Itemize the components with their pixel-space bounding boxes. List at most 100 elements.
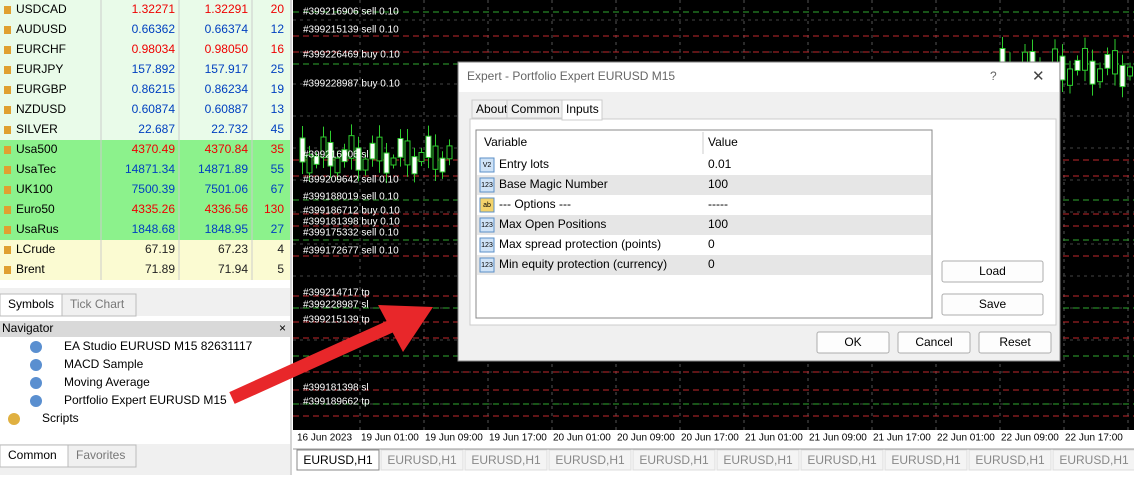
button[interactable] xyxy=(816,331,890,354)
input-row[interactable] xyxy=(477,255,931,275)
symbol[interactable]: Brent xyxy=(16,262,45,276)
chart-tab[interactable] xyxy=(380,449,464,471)
chart-tab[interactable] xyxy=(716,449,800,471)
dialog-tab[interactable] xyxy=(561,99,603,121)
time-label: 22 Jun 17:00 xyxy=(1065,433,1123,444)
dialog-tab-label[interactable]: Inputs xyxy=(566,102,599,116)
symbol[interactable]: EURCHF xyxy=(16,42,66,56)
chart-tab-label[interactable]: EURUSD,H1 xyxy=(975,453,1045,467)
candle-body xyxy=(369,142,376,160)
input-icon xyxy=(479,157,495,173)
chart-tab-label[interactable]: EURUSD,H1 xyxy=(891,453,961,467)
symbol[interactable]: LCrude xyxy=(16,242,56,256)
button-label[interactable]: Reset xyxy=(999,335,1031,349)
chart-tab[interactable] xyxy=(548,449,632,471)
chart-tab[interactable] xyxy=(632,449,716,471)
input-value[interactable]: 0 xyxy=(708,237,715,251)
nav-tab[interactable] xyxy=(67,444,137,468)
help-button[interactable]: ? xyxy=(990,69,997,83)
ask: 157.917 xyxy=(205,62,249,76)
button-label[interactable]: OK xyxy=(844,335,861,349)
input-row[interactable] xyxy=(477,235,931,255)
chart-tab-label[interactable]: EURUSD,H1 xyxy=(471,453,541,467)
symbol[interactable]: UK100 xyxy=(16,182,53,196)
candle-body xyxy=(383,152,390,174)
nav-item[interactable]: Moving Average xyxy=(64,375,150,389)
candle-body xyxy=(425,135,432,158)
chart-tab[interactable] xyxy=(296,449,380,471)
candle-body xyxy=(411,156,418,175)
input-row[interactable] xyxy=(477,155,931,175)
symbol[interactable]: EURGBP xyxy=(16,82,67,96)
nav-tab-label[interactable]: Common xyxy=(8,448,57,462)
button-label[interactable]: Save xyxy=(979,297,1007,311)
input-row[interactable] xyxy=(477,195,931,215)
input-row[interactable] xyxy=(477,175,931,195)
input-row[interactable] xyxy=(477,215,931,235)
button[interactable] xyxy=(978,331,1052,354)
nav-item[interactable]: MACD Sample xyxy=(64,357,144,371)
chart-tab[interactable] xyxy=(968,449,1052,471)
symbol[interactable]: SILVER xyxy=(16,122,58,136)
candle-body xyxy=(439,157,446,173)
close-button[interactable]: ✕ xyxy=(1032,68,1045,85)
order-label: #399214717 tp xyxy=(303,288,370,299)
button-label[interactable]: Cancel xyxy=(915,335,952,349)
mw-tab-label[interactable]: Tick Chart xyxy=(70,297,125,311)
symbol[interactable]: EURJPY xyxy=(16,62,63,76)
dialog-tab-label[interactable]: Common xyxy=(511,102,560,116)
nav-item[interactable]: EA Studio EURUSD M15 82631117 xyxy=(64,339,253,353)
dialog-tab-label[interactable]: About xyxy=(476,102,508,116)
input-value[interactable]: 100 xyxy=(708,217,728,231)
candle-body xyxy=(1059,55,1066,81)
symbol[interactable]: UsaTec xyxy=(16,162,56,176)
nav-item[interactable]: Portfolio Expert EURUSD M15 xyxy=(64,393,227,407)
mw-tab[interactable] xyxy=(61,293,137,317)
symbol[interactable]: Euro50 xyxy=(16,202,55,216)
order-label: #399215139 sell 0.10 xyxy=(303,25,399,36)
nav-item[interactable]: Scripts xyxy=(42,411,79,425)
input-value[interactable]: 0.01 xyxy=(708,157,732,171)
candle-body xyxy=(432,145,439,170)
candle-body xyxy=(390,157,397,166)
candle-body xyxy=(348,135,355,159)
navigator-close[interactable]: × xyxy=(279,321,286,335)
input-value[interactable]: 100 xyxy=(708,177,728,191)
button[interactable] xyxy=(897,331,971,354)
candle-body xyxy=(334,157,341,174)
button[interactable] xyxy=(941,293,1044,316)
symbol[interactable]: USDCAD xyxy=(16,2,67,16)
symbol[interactable]: UsaRus xyxy=(16,222,59,236)
input-variable: Base Magic Number xyxy=(499,177,608,191)
chart-tab[interactable] xyxy=(1052,449,1134,471)
row-bg xyxy=(0,0,290,20)
column-header: Variable xyxy=(484,135,527,149)
chart-tab-label[interactable]: EURUSD,H1 xyxy=(639,453,709,467)
spread: 13 xyxy=(271,102,285,116)
symbol[interactable]: Usa500 xyxy=(16,142,58,156)
mw-tab-label[interactable]: Symbols xyxy=(8,297,54,311)
chart-tab-label[interactable]: EURUSD,H1 xyxy=(723,453,793,467)
spread: 12 xyxy=(271,22,285,36)
chart-tab[interactable] xyxy=(884,449,968,471)
chart-tab-label[interactable]: EURUSD,H1 xyxy=(555,453,625,467)
input-value[interactable]: 0 xyxy=(708,257,715,271)
chart-tab-label[interactable]: EURUSD,H1 xyxy=(303,453,373,467)
order-label: #399181398 sl xyxy=(303,383,369,394)
bid: 7500.39 xyxy=(132,182,176,196)
symbol-icon xyxy=(4,146,11,154)
symbol[interactable]: AUDUSD xyxy=(16,22,67,36)
button[interactable] xyxy=(941,260,1044,283)
symbol-icon xyxy=(4,246,11,254)
chart-tab-label[interactable]: EURUSD,H1 xyxy=(807,453,877,467)
chart-tab[interactable] xyxy=(464,449,548,471)
symbol[interactable]: NZDUSD xyxy=(16,102,66,116)
chart-tab[interactable] xyxy=(800,449,884,471)
chart-tab-label[interactable]: EURUSD,H1 xyxy=(387,453,457,467)
ask: 4370.84 xyxy=(205,142,249,156)
chart-tab-label[interactable]: EURUSD,H1 xyxy=(1059,453,1129,467)
input-value[interactable]: ----- xyxy=(708,197,728,211)
button-label[interactable]: Load xyxy=(979,264,1006,278)
nav-tab-label[interactable]: Favorites xyxy=(76,448,125,462)
input-variable: Max spread protection (points) xyxy=(499,237,661,251)
